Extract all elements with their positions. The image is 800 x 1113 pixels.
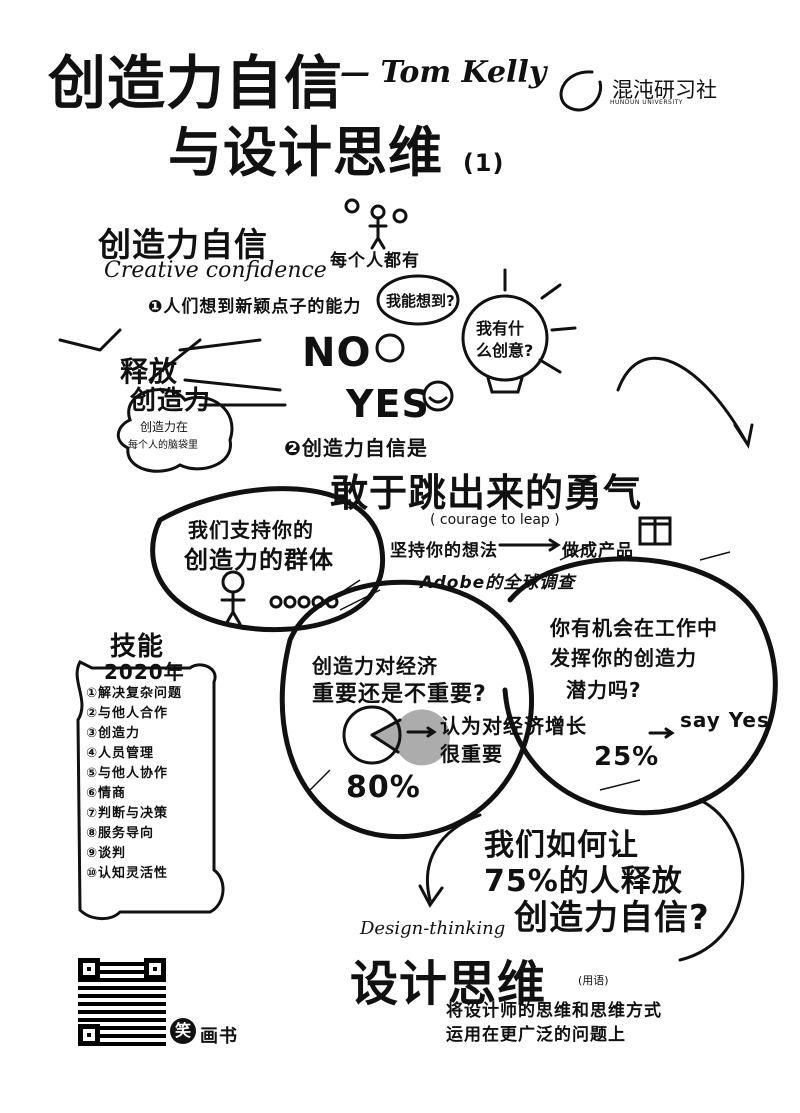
page-subtitle: 与设计思维 (1) bbox=[168, 108, 504, 187]
survey-q2-line2: 发挥你的创造力 bbox=[550, 646, 697, 670]
group-circle bbox=[150, 486, 385, 633]
design-label-en: Design-thinking bbox=[360, 918, 506, 939]
courage-text: 敢于跳出来的勇气 bbox=[330, 471, 643, 515]
idea-flow-from: 坚持你的想法 bbox=[390, 541, 498, 561]
page-title: 创造力自信 bbox=[48, 49, 344, 117]
skills-item: ③创造力 bbox=[86, 726, 141, 741]
courage-en-text: ( courage to leap ) bbox=[430, 512, 560, 528]
skills-title: 技能 bbox=[110, 632, 165, 662]
everyone-label: 每个人都有 bbox=[330, 251, 420, 271]
globe-right bbox=[502, 556, 778, 816]
speech-bubble bbox=[376, 274, 460, 326]
section-heading-confidence: 创造力自信 bbox=[98, 225, 268, 264]
survey-label: Adobe的全球调查 bbox=[420, 573, 576, 593]
survey-q1-line2: 重要还是不重要? bbox=[312, 682, 487, 707]
subtitle-text: 与设计思维 bbox=[168, 121, 443, 184]
design-paren: (用语) bbox=[578, 974, 609, 987]
question-line-1: 我们如何让 bbox=[484, 828, 639, 863]
pie-chart bbox=[342, 705, 402, 765]
brain-icon bbox=[116, 388, 234, 473]
design-line-1: 将设计师的思维和思维方式 bbox=[446, 1001, 662, 1021]
group-line-1: 我们支持你的 bbox=[188, 518, 314, 542]
skills-item: ⑥情商 bbox=[86, 786, 127, 801]
survey-q2-line1: 你有机会在工作中 bbox=[550, 616, 718, 640]
skills-item: ②与他人合作 bbox=[86, 706, 169, 721]
skills-year: 2020年 bbox=[104, 660, 185, 684]
footer-badge: 笑 bbox=[170, 1018, 196, 1044]
skills-item: ⑤与他人协作 bbox=[86, 766, 169, 781]
question-line-3: 创造力自信? bbox=[514, 898, 710, 938]
skills-item: ⑧服务导向 bbox=[86, 826, 155, 841]
qr-code bbox=[78, 958, 166, 1046]
bubble-right-text: 我有什么创意? bbox=[476, 319, 534, 360]
skills-item: ⑦判断与决策 bbox=[86, 806, 169, 821]
skills-item: ⑩认知灵活性 bbox=[86, 866, 169, 881]
skills-list: ①解决复杂问题 ②与他人合作 ③创造力 ④人员管理 ⑤与他人协作 ⑥情商 ⑦判断… bbox=[86, 684, 182, 884]
survey-answer-line2: 很重要 bbox=[440, 742, 503, 766]
question-arrow bbox=[425, 798, 745, 962]
brain-text-line2: 每个人的脑袋里 bbox=[128, 440, 198, 451]
skills-scroll bbox=[75, 660, 225, 920]
logo-circle bbox=[559, 70, 603, 112]
question-line-2: 75%的人释放 bbox=[484, 864, 683, 899]
skills-item: ⑨谈判 bbox=[86, 846, 127, 861]
author-name: — Tom Kelly bbox=[340, 55, 547, 90]
yes-label: YES bbox=[346, 382, 430, 426]
survey-q2-line3: 潜力吗? bbox=[566, 678, 642, 702]
idea-flow-to: 做成产品 bbox=[562, 541, 634, 561]
percent-yes: 25% bbox=[594, 742, 660, 772]
smile-face-icon bbox=[422, 380, 454, 412]
bubble-left-text: 我能想到? bbox=[386, 292, 455, 310]
brand-logo-subtext: HUNDUN UNIVERSITY bbox=[610, 99, 683, 106]
part-number: (1) bbox=[462, 149, 505, 177]
globe-left bbox=[279, 579, 534, 840]
group-line-2: 创造力的群体 bbox=[184, 546, 334, 574]
no-label: NO bbox=[302, 330, 372, 376]
design-line-2: 运用在更广泛的问题上 bbox=[446, 1025, 626, 1045]
design-title: 设计思维 bbox=[350, 956, 547, 1012]
release-label: 释放 bbox=[120, 355, 179, 388]
confidence-point-2: ❷创造力自信是 bbox=[284, 436, 428, 460]
brain-text-line1: 创造力在 bbox=[140, 420, 189, 434]
skills-item: ①解决复杂问题 bbox=[86, 686, 183, 701]
skills-item: ④人员管理 bbox=[86, 746, 155, 761]
survey-q1-line1: 创造力对经济 bbox=[312, 654, 438, 678]
face-icon bbox=[375, 333, 405, 363]
section-heading-confidence-en: Creative confidence bbox=[104, 258, 327, 283]
confidence-point-1: ❶人们想到新颖点子的能力 bbox=[148, 297, 362, 317]
creativity-label: 创造力 bbox=[130, 386, 212, 416]
survey-answer-line1: 认为对经济增长 bbox=[440, 714, 587, 738]
curve-arrow bbox=[616, 357, 747, 442]
say-yes-label: say Yes bbox=[680, 708, 770, 732]
footer-text: 画书 bbox=[200, 1026, 238, 1047]
brand-logo-text: 混沌研习社 bbox=[612, 78, 717, 102]
lightbulb bbox=[461, 294, 549, 382]
percent-important: 80% bbox=[346, 770, 421, 805]
